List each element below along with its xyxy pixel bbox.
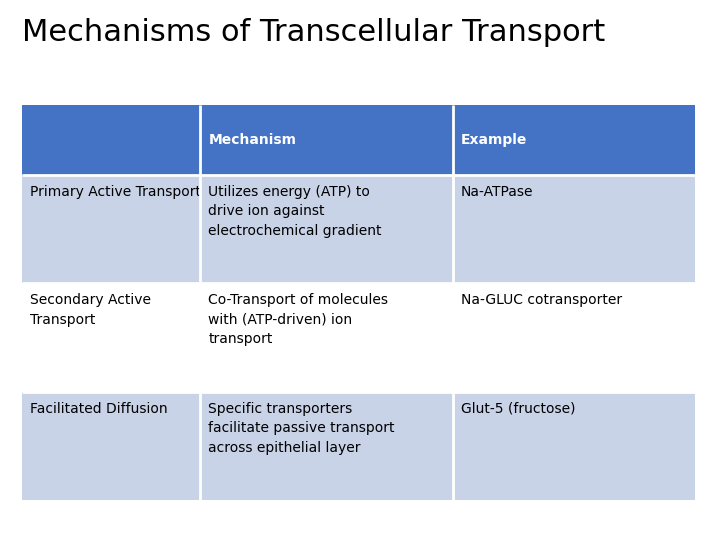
Text: Mechanisms of Transcellular Transport: Mechanisms of Transcellular Transport [22,18,606,47]
Text: Secondary Active
Transport: Secondary Active Transport [30,293,151,327]
Bar [22,175,200,284]
Bar [453,392,695,500]
Text: Primary Active Transport: Primary Active Transport [30,185,201,199]
Bar [22,284,200,392]
Text: Na-GLUC cotransporter: Na-GLUC cotransporter [461,293,622,307]
Text: Utilizes energy (ATP) to
drive ion against
electrochemical gradient: Utilizes energy (ATP) to drive ion again… [208,185,382,238]
Bar [200,105,453,175]
Bar [22,105,200,175]
Bar [453,105,695,175]
Text: Na-ATPase: Na-ATPase [461,185,534,199]
Bar [453,284,695,392]
Text: Mechanism: Mechanism [208,133,297,147]
Bar [200,175,453,284]
Bar [200,392,453,500]
Text: Facilitated Diffusion: Facilitated Diffusion [30,402,168,416]
Bar [200,284,453,392]
Text: Glut-5 (fructose): Glut-5 (fructose) [461,402,575,416]
Text: Example: Example [461,133,527,147]
Bar [453,175,695,284]
Text: Co-Transport of molecules
with (ATP-driven) ion
transport: Co-Transport of molecules with (ATP-driv… [208,293,388,346]
Bar [22,392,200,500]
Text: Specific transporters
facilitate passive transport
across epithelial layer: Specific transporters facilitate passive… [208,402,395,455]
